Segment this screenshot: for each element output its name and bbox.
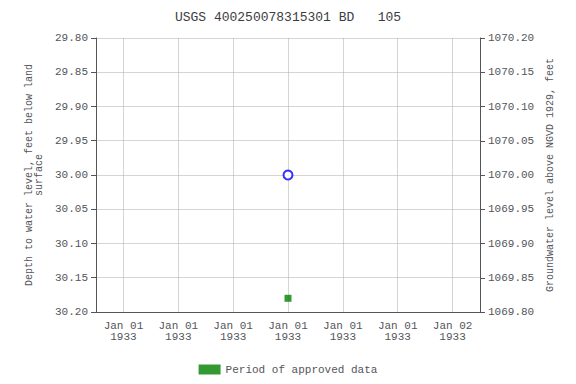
- svg-text:USGS 400250078315301 BD 105: USGS 400250078315301 BD 105: [175, 10, 401, 25]
- svg-text:30.10: 30.10: [55, 238, 88, 250]
- svg-text:1070.05: 1070.05: [488, 135, 534, 147]
- svg-text:surface: surface: [34, 154, 45, 196]
- svg-text:30.05: 30.05: [55, 203, 88, 215]
- svg-text:1933: 1933: [165, 331, 191, 343]
- svg-text:1070.10: 1070.10: [488, 101, 534, 113]
- svg-text:1933: 1933: [275, 331, 301, 343]
- svg-text:1069.90: 1069.90: [488, 238, 534, 250]
- svg-text:Depth to water level, feet bel: Depth to water level, feet below land: [23, 64, 35, 286]
- svg-text:29.90: 29.90: [55, 101, 88, 113]
- svg-text:1070.15: 1070.15: [488, 66, 534, 78]
- svg-text:1070.00: 1070.00: [488, 169, 534, 181]
- svg-text:Jan 01: Jan 01: [103, 319, 144, 332]
- svg-text:Period of approved data: Period of approved data: [226, 364, 378, 376]
- svg-text:1069.95: 1069.95: [488, 203, 534, 215]
- svg-text:29.80: 29.80: [55, 32, 88, 44]
- svg-text:1933: 1933: [220, 331, 246, 343]
- svg-text:30.15: 30.15: [55, 272, 88, 284]
- svg-text:Jan 01: Jan 01: [323, 319, 363, 332]
- svg-text:1070.20: 1070.20: [488, 32, 534, 44]
- svg-text:29.95: 29.95: [55, 135, 88, 147]
- svg-text:30.00: 30.00: [55, 169, 88, 181]
- svg-text:1933: 1933: [110, 331, 136, 343]
- svg-text:29.85: 29.85: [55, 66, 88, 78]
- svg-text:Jan 01: Jan 01: [213, 319, 253, 332]
- svg-text:Jan 02: Jan 02: [432, 319, 473, 332]
- svg-text:1933: 1933: [385, 331, 411, 343]
- svg-text:Groundwater level above NGVD 1: Groundwater level above NGVD 1929, feet: [545, 58, 556, 292]
- svg-text:Jan 01: Jan 01: [377, 319, 418, 332]
- svg-text:1069.85: 1069.85: [488, 272, 534, 284]
- svg-text:Jan 01: Jan 01: [268, 319, 308, 332]
- svg-text:30.20: 30.20: [55, 306, 88, 318]
- svg-text:1933: 1933: [439, 331, 465, 343]
- svg-text:1933: 1933: [330, 331, 356, 343]
- svg-text:1069.80: 1069.80: [488, 306, 534, 318]
- svg-text:Jan 01: Jan 01: [158, 319, 199, 332]
